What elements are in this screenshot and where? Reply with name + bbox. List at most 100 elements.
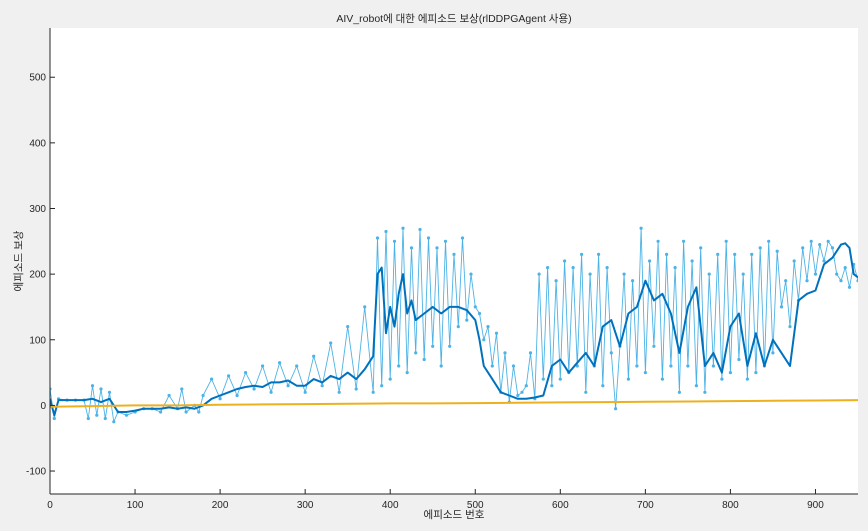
episode-reward-point	[588, 272, 592, 276]
episode-reward-point	[103, 416, 107, 421]
episode-reward-point	[520, 390, 524, 394]
episode-reward-point	[346, 325, 350, 329]
episode-reward-point	[528, 351, 533, 355]
y-tick-label: 400	[29, 138, 46, 149]
episode-reward-point	[159, 410, 163, 414]
episode-reward-point	[686, 364, 690, 368]
episode-reward-point	[622, 272, 626, 276]
episode-reward-point	[648, 259, 652, 263]
episode-reward-point	[409, 246, 414, 250]
episode-reward-point	[401, 226, 405, 230]
episode-reward-point	[329, 341, 333, 345]
episode-reward-point	[261, 364, 265, 368]
episode-reward-point	[524, 384, 528, 388]
episode-reward-point	[733, 252, 737, 256]
episode-reward-point	[805, 279, 809, 283]
x-tick-label: 800	[722, 500, 739, 511]
episode-reward-point	[375, 236, 380, 240]
episode-reward-point	[563, 259, 567, 263]
episode-reward-point	[452, 252, 456, 256]
episode-reward-point	[609, 351, 613, 355]
x-tick-label: 500	[467, 500, 484, 511]
x-tick-label: 0	[47, 500, 53, 511]
episode-reward-point	[728, 371, 733, 375]
episode-reward-point	[720, 377, 724, 381]
episode-reward-point	[477, 311, 482, 316]
episode-reward-point	[426, 236, 431, 240]
episode-reward-point	[626, 377, 631, 381]
y-tick-label: 100	[29, 335, 46, 346]
episode-reward-point	[665, 252, 669, 256]
episode-reward-point	[418, 227, 422, 232]
axes-layer: 0 100 200 300 400 500 600 700 800 900 -100 0 100 200 3…	[26, 28, 858, 511]
episode-reward-point	[124, 413, 129, 417]
episode-reward-point	[511, 364, 516, 368]
episode-reward-point	[856, 279, 858, 283]
episode-reward-point	[677, 390, 682, 394]
episode-reward-point	[112, 420, 116, 424]
episode-reward-point	[835, 272, 839, 276]
episode-reward-point	[584, 390, 588, 394]
episode-reward-point	[218, 397, 222, 401]
episode-reward-point	[792, 259, 796, 263]
episode-reward-point	[431, 344, 435, 348]
episode-reward-point	[90, 384, 95, 388]
episode-reward-point	[813, 272, 818, 276]
episode-reward-point	[320, 384, 324, 388]
episode-reward-point	[716, 252, 720, 256]
episode-reward-point	[503, 351, 507, 355]
episode-reward-point	[643, 371, 648, 375]
episode-reward-point	[707, 272, 711, 276]
episode-reward-point	[490, 364, 494, 368]
episode-reward-point	[614, 407, 618, 411]
episode-reward-point	[252, 387, 256, 391]
series-layer	[50, 226, 858, 424]
episode-reward-point	[473, 305, 477, 309]
y-axis-label: 에피소드 보상	[13, 230, 25, 291]
episode-reward-point	[767, 239, 771, 243]
episode-reward-point	[486, 325, 490, 329]
episode-reward-point	[52, 416, 56, 421]
episode-reward-point	[784, 279, 788, 283]
episode-reward-point	[682, 239, 686, 243]
episode-reward-point	[95, 413, 99, 417]
x-axis-label: 에피소드 번호	[424, 509, 485, 521]
episode-reward-point	[244, 371, 248, 375]
episode-reward-point	[843, 266, 847, 270]
episode-reward-point	[771, 351, 775, 355]
episode-reward-point	[694, 384, 699, 388]
episode-reward-point	[435, 246, 439, 250]
episode-reward-point	[167, 393, 171, 398]
episode-reward-point	[711, 364, 716, 368]
episode-reward-point	[482, 338, 486, 342]
episode-reward-point	[384, 229, 388, 234]
episode-reward-point	[414, 351, 418, 355]
episode-reward-point	[554, 279, 558, 283]
episode-reward-point	[724, 239, 728, 243]
episode-q0-line	[50, 399, 858, 408]
x-tick-label: 300	[297, 500, 314, 511]
episode-reward-point	[788, 325, 792, 329]
episode-reward-point	[737, 357, 741, 362]
episode-reward-point	[469, 272, 473, 276]
x-tick-label: 400	[382, 500, 399, 511]
episode-reward-point	[775, 249, 779, 253]
episode-reward-point	[363, 305, 367, 309]
episode-reward-point	[601, 384, 605, 388]
episode-reward-point	[750, 252, 754, 256]
episode-reward-point	[669, 364, 673, 368]
episode-reward-point	[546, 266, 550, 270]
episode-reward-point	[354, 387, 358, 391]
y-tick-label: 0	[40, 401, 46, 412]
episode-reward-point	[741, 272, 745, 276]
episode-reward-point	[652, 344, 656, 348]
episode-reward-point	[779, 305, 784, 309]
episode-reward-point	[639, 226, 643, 230]
episode-reward-point	[631, 279, 635, 283]
episode-reward-point	[822, 259, 826, 263]
episode-reward-point	[660, 377, 665, 381]
episode-reward-point	[494, 331, 499, 335]
episode-reward-point	[286, 384, 290, 388]
episode-reward-point	[235, 393, 239, 398]
